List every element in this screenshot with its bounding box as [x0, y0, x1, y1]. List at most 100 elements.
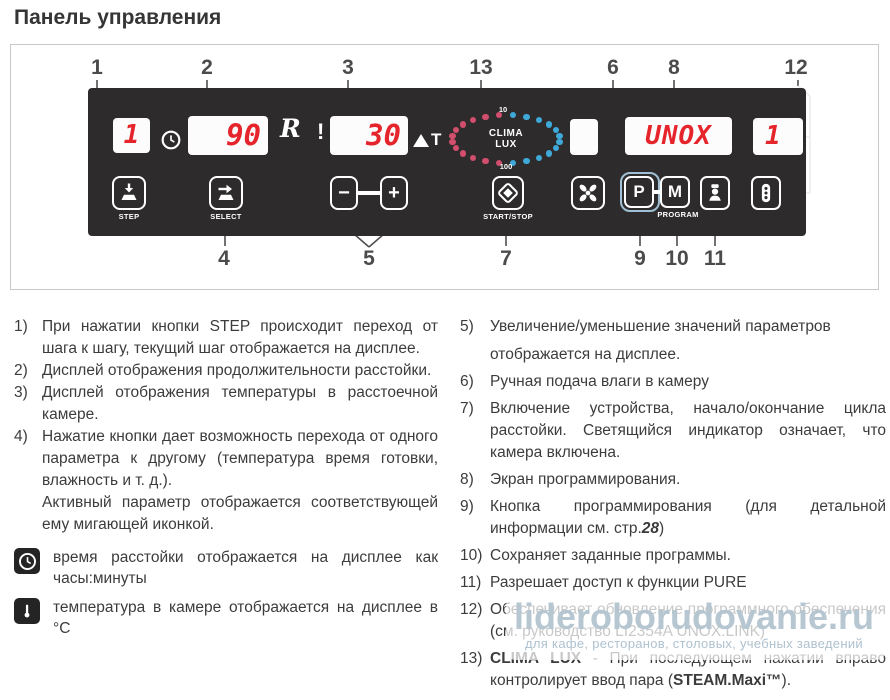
- thermometer-icon: [14, 598, 40, 624]
- program-m-button[interactable]: M: [660, 176, 690, 208]
- clima-dot: [452, 126, 460, 133]
- callout-8: 8: [668, 56, 680, 79]
- clima-word-2: LUX: [495, 139, 517, 150]
- step-display-value: 1: [123, 120, 140, 150]
- callout-11: 11: [703, 247, 727, 270]
- clima-dot: [523, 113, 530, 121]
- item-text: Дисплей отображения температуры в рассто…: [42, 382, 438, 426]
- item-text: Сохраняет заданные программы.: [490, 545, 886, 567]
- humidity-fan-button[interactable]: [571, 176, 605, 210]
- humidity-steam-icon: R: [280, 114, 301, 143]
- clima-dot: [545, 150, 553, 157]
- list-item: 1) При нажатии кнопки STEP происходит пер…: [14, 316, 438, 360]
- watermark-subtext: для кафе, ресторанов, столовых, учебных …: [525, 636, 863, 651]
- indicator-display: [570, 119, 598, 155]
- delta-t-icon: T: [413, 130, 441, 150]
- select-button-label: SELECT: [210, 212, 242, 221]
- clock-icon: [14, 548, 40, 574]
- watermark-text: lideroborudovanie.ru: [513, 596, 875, 637]
- item-text: Включение устройства, начало/окончание ц…: [490, 398, 886, 464]
- select-button[interactable]: [209, 176, 243, 210]
- clima-dot: [552, 126, 560, 133]
- item-number: 11): [460, 574, 482, 591]
- clima-dot: [482, 157, 489, 165]
- item-number: 10): [460, 547, 483, 564]
- program-p-button[interactable]: P: [624, 176, 654, 208]
- item-text-segment: Кнопка программирования (для детальной и…: [490, 498, 886, 537]
- program-step-display: 1: [753, 118, 803, 155]
- minus-plus-connector: [358, 191, 380, 195]
- clima-lux-label: CLIMA LUX: [476, 128, 536, 150]
- list-item: 2) Дисплей отображения продолжительности …: [14, 360, 438, 382]
- item-text-segment: Ручная подача влаги в камеру: [490, 373, 709, 390]
- item-text: Кнопка программирования (для детальной и…: [490, 496, 886, 540]
- chef-person-icon: [704, 181, 726, 205]
- item-text: Разрешает доступ к функции PURE: [490, 572, 886, 594]
- item-number: 9): [460, 498, 474, 515]
- p-m-connector: [654, 190, 662, 194]
- item-number: 6): [460, 373, 474, 390]
- arrow-right-tray-icon: [214, 181, 238, 205]
- item-text-segment: отображается на дисплее.: [490, 346, 681, 363]
- clima-dot: [509, 159, 517, 166]
- program-label: PROGRAM: [657, 210, 699, 219]
- item-text-segment: Увеличение/уменьшение значений параметро…: [490, 318, 831, 335]
- clima-dot: [495, 112, 503, 119]
- step-display: 1: [113, 118, 150, 153]
- plus-button[interactable]: +: [380, 176, 408, 210]
- time-display-value: 90: [226, 118, 261, 152]
- p-label: P: [633, 182, 645, 201]
- clima-dot: [556, 132, 563, 140]
- pure-button[interactable]: [700, 176, 730, 210]
- callout-4: 4: [218, 247, 230, 270]
- usb-port-button[interactable]: [751, 176, 781, 210]
- delta-t-label: T: [431, 130, 442, 149]
- clock-icon: [161, 130, 181, 155]
- left-column: 1) При нажатии кнопки STEP происходит пер…: [14, 316, 438, 639]
- thermometer-note: температура в камере отображается на дис…: [14, 597, 438, 639]
- temperature-display: 30: [330, 116, 408, 155]
- minus-button[interactable]: −: [330, 176, 358, 210]
- item-text-segment: Дисплей отображения продолжительности ра…: [42, 362, 432, 379]
- clima-dot: [459, 121, 467, 128]
- callout-2: 2: [201, 56, 213, 79]
- callout-7: 7: [500, 247, 512, 270]
- callout-3: 3: [342, 56, 354, 79]
- item-text-segment: При нажатии кнопки STEP происходит перех…: [42, 318, 438, 357]
- clima-dot: [449, 138, 456, 146]
- item-text-segment: Сохраняет заданные программы.: [490, 547, 731, 564]
- callout-10: 10: [665, 247, 689, 270]
- triangle-icon: [413, 133, 429, 147]
- time-display: 90: [188, 116, 268, 155]
- list-item: 9) Кнопка программирования (для детальной…: [460, 496, 886, 540]
- callout-5: 5: [363, 247, 375, 270]
- clima-dot: [535, 154, 543, 162]
- fan-icon: [575, 180, 601, 206]
- callout-12: 12: [784, 56, 808, 79]
- callout-6: 6: [607, 56, 619, 79]
- clima-word-1: CLIMA: [488, 128, 524, 139]
- item-text: При нажатии кнопки STEP происходит перех…: [42, 316, 438, 360]
- clima-dot: [552, 144, 560, 152]
- page-title: Панель управления: [14, 6, 222, 29]
- item-text: Ручная подача влаги в камеру: [490, 371, 886, 393]
- callout-13: 13: [469, 56, 493, 79]
- clima-dot: [535, 116, 543, 124]
- clima-dot: [509, 112, 517, 119]
- start-stop-label: START/STOP: [483, 212, 533, 221]
- list-item: 5) Увеличение/уменьшение значений парамет…: [460, 316, 886, 366]
- item-number: 12): [460, 601, 483, 618]
- item-text: Дисплей отображения продолжительности ра…: [42, 360, 438, 382]
- step-button[interactable]: [112, 176, 146, 210]
- item-number: 3): [14, 384, 28, 401]
- item-number: 8): [460, 471, 474, 488]
- port-dots-icon: [755, 180, 777, 206]
- clima-dot: [469, 154, 477, 162]
- clima-dot: [545, 121, 553, 128]
- item-text-segment: Нажатие кнопки дает возможность перехода…: [42, 428, 438, 489]
- step-button-label: STEP: [118, 212, 140, 221]
- item-text-segment: Включение устройства, начало/окончание ц…: [490, 400, 886, 461]
- item-text-segment: Экран программирования.: [490, 471, 681, 488]
- start-stop-button[interactable]: [492, 176, 524, 210]
